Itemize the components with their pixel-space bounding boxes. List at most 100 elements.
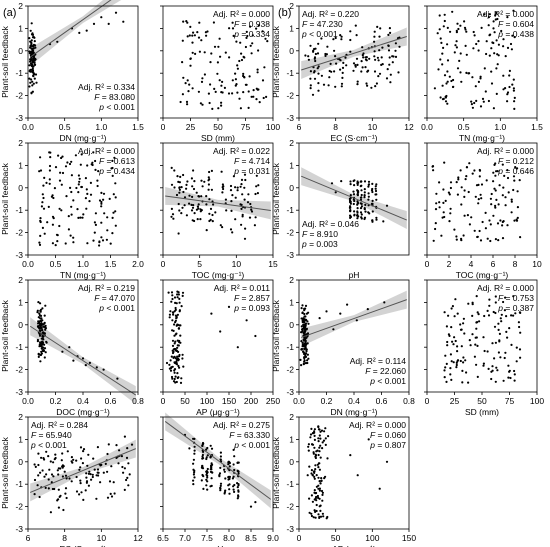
- data-point: [186, 103, 189, 106]
- data-point: [477, 198, 480, 201]
- data-point: [452, 78, 455, 82]
- data-point: [360, 180, 363, 183]
- data-point: [314, 47, 317, 50]
- data-point: [39, 360, 42, 363]
- data-point: [186, 180, 189, 183]
- data-point: [353, 210, 356, 213]
- data-point: [300, 307, 303, 310]
- data-point: [262, 96, 265, 100]
- data-point: [43, 176, 46, 179]
- x-tick-label: 9.0: [267, 533, 279, 543]
- data-point: [52, 461, 55, 464]
- data-point: [388, 27, 391, 30]
- data-point: [304, 54, 307, 57]
- stat-value: = 0.438: [505, 29, 534, 39]
- data-point: [512, 188, 515, 192]
- data-point: [239, 185, 242, 188]
- data-point: [464, 359, 467, 362]
- data-point: [231, 79, 234, 82]
- data-point: [501, 224, 504, 227]
- data-point: [38, 327, 41, 330]
- data-point: [472, 30, 475, 34]
- data-point: [173, 169, 176, 172]
- data-point: [209, 83, 212, 86]
- data-point: [363, 217, 366, 221]
- data-point: [29, 60, 32, 63]
- data-point: [39, 317, 42, 320]
- data-point: [475, 42, 478, 46]
- data-point: [171, 297, 174, 301]
- data-point: [227, 478, 230, 481]
- data-point: [61, 350, 64, 353]
- data-point: [79, 466, 82, 469]
- data-point: [356, 193, 359, 196]
- data-point: [482, 100, 485, 103]
- data-point: [44, 486, 47, 489]
- data-point: [495, 67, 498, 70]
- data-point: [113, 156, 116, 159]
- data-point: [474, 195, 477, 198]
- data-point: [464, 44, 467, 48]
- y-tick-label: -2: [15, 365, 23, 375]
- data-point: [176, 290, 179, 293]
- data-point: [39, 344, 42, 347]
- data-point: [487, 99, 490, 103]
- data-point: [356, 182, 359, 185]
- data-point: [219, 224, 222, 227]
- data-point: [494, 380, 497, 383]
- data-point: [183, 204, 186, 207]
- data-point: [307, 449, 310, 452]
- data-point: [483, 67, 486, 70]
- data-point: [43, 347, 47, 350]
- y-tick-label: -1: [15, 342, 23, 352]
- stat-value: 0.938: [249, 19, 271, 29]
- data-point: [498, 339, 501, 342]
- data-point: [444, 354, 447, 357]
- x-axis-label: SD (mm): [465, 407, 499, 417]
- data-point: [93, 468, 96, 471]
- x-tick-label: 0.8: [403, 396, 415, 406]
- data-point: [508, 69, 511, 72]
- data-point: [300, 317, 303, 320]
- data-point: [228, 488, 231, 491]
- data-point: [57, 473, 60, 476]
- data-point: [447, 191, 450, 194]
- x-axis-label: DN (mg·g⁻¹): [331, 407, 378, 417]
- data-point: [51, 242, 55, 245]
- data-point: [309, 87, 312, 90]
- data-point: [212, 21, 215, 24]
- data-point: [84, 364, 87, 367]
- data-point: [465, 371, 468, 374]
- data-point: [205, 457, 208, 461]
- data-point: [360, 205, 363, 208]
- data-point: [187, 90, 190, 93]
- data-point: [57, 488, 60, 491]
- data-point: [114, 210, 117, 213]
- data-point: [448, 220, 451, 223]
- data-point: [47, 487, 50, 490]
- data-point: [228, 56, 231, 59]
- data-point: [438, 206, 441, 209]
- data-point: [494, 238, 497, 241]
- data-point: [171, 339, 175, 342]
- data-point: [42, 196, 45, 200]
- data-point: [231, 231, 234, 234]
- data-point: [450, 360, 453, 363]
- data-point: [190, 177, 193, 180]
- data-point: [115, 444, 118, 447]
- data-point: [244, 227, 247, 230]
- data-point: [123, 467, 126, 470]
- data-point: [81, 216, 84, 219]
- data-point: [471, 76, 474, 79]
- stat-value: 0.212: [513, 156, 535, 166]
- data-point: [323, 477, 326, 480]
- data-point: [334, 55, 337, 58]
- y-tick-label: 0: [18, 183, 23, 193]
- data-point: [210, 447, 214, 450]
- data-point: [302, 362, 305, 365]
- stat-p: p = 0.334: [233, 29, 270, 39]
- data-point: [510, 200, 513, 203]
- data-point: [363, 196, 366, 199]
- x-tick-label: 0: [297, 533, 302, 543]
- data-point: [507, 376, 510, 379]
